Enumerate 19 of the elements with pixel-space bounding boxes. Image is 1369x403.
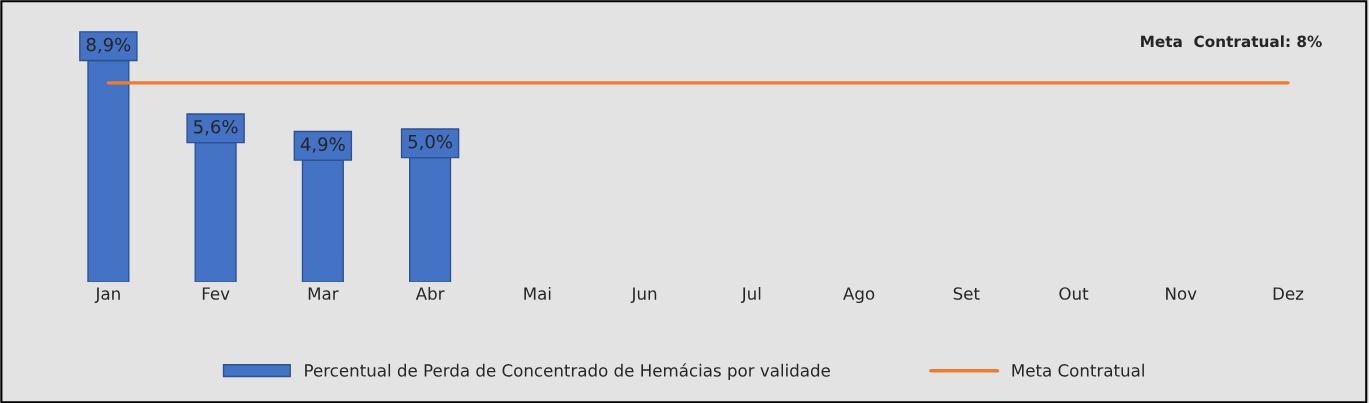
data-label: 5,0% xyxy=(408,134,453,151)
x-tick-label: Fev xyxy=(202,287,230,300)
x-tick-label: Dez xyxy=(1273,287,1304,300)
x-tick-label: Jul xyxy=(740,286,761,303)
data-label: 8,9% xyxy=(86,37,131,54)
x-tick-label: Mar xyxy=(308,287,339,300)
text: Meta Contratual: 8% xyxy=(1141,35,1322,48)
x-tick-label: Jun xyxy=(630,287,657,303)
data-label: 5,6% xyxy=(194,119,238,136)
x-tick-label: Jan xyxy=(94,287,120,303)
x-tick-label: Out xyxy=(1059,287,1089,300)
x-tick-label: Mai xyxy=(524,286,551,300)
legend-label: Meta Contratual xyxy=(1012,363,1144,377)
x-tick-label: Ago xyxy=(843,287,875,304)
x-tick-label: Nov xyxy=(1166,287,1197,300)
x-tick-label: Set xyxy=(953,287,980,300)
x-tick-label: Abr xyxy=(415,286,445,300)
legend-label: Percentual de Perda de Concentrado de Hemácias por validade xyxy=(305,363,830,380)
data-label: 4,9% xyxy=(300,137,345,153)
